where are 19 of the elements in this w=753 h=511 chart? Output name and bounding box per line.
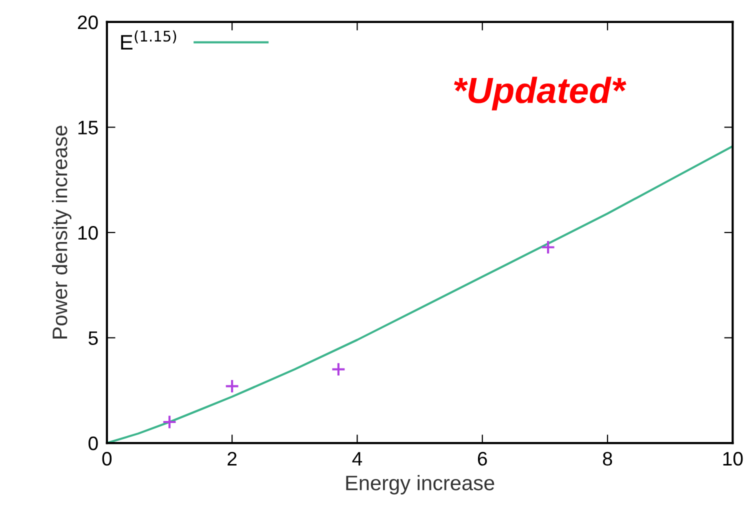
- point: [540, 240, 556, 254]
- x-axis-title: Energy increase: [346, 475, 494, 494]
- legend-label: E$^{(1.15)}$: [121, 30, 176, 50]
- x-tick-label: 2: [228, 452, 237, 466]
- point: [162, 414, 177, 430]
- annotation: *Updated*: [454, 76, 626, 110]
- y-tick-label: 15: [78, 120, 98, 134]
- y-tick-label: 0: [88, 436, 98, 450]
- x-tick-label: 10: [723, 452, 743, 466]
- y-axis-title: Power density increase: [52, 126, 72, 338]
- x-tick-label: 4: [352, 452, 362, 466]
- x-tick-label: 0: [102, 452, 112, 466]
- point: [331, 362, 346, 377]
- y-tick-label: 5: [88, 331, 98, 346]
- x-tick-label: 6: [478, 452, 487, 466]
- y-tick-label: 10: [78, 226, 98, 240]
- point: [224, 378, 240, 394]
- y-tick-label: 20: [78, 15, 98, 30]
- x-tick-label: 8: [602, 452, 612, 466]
